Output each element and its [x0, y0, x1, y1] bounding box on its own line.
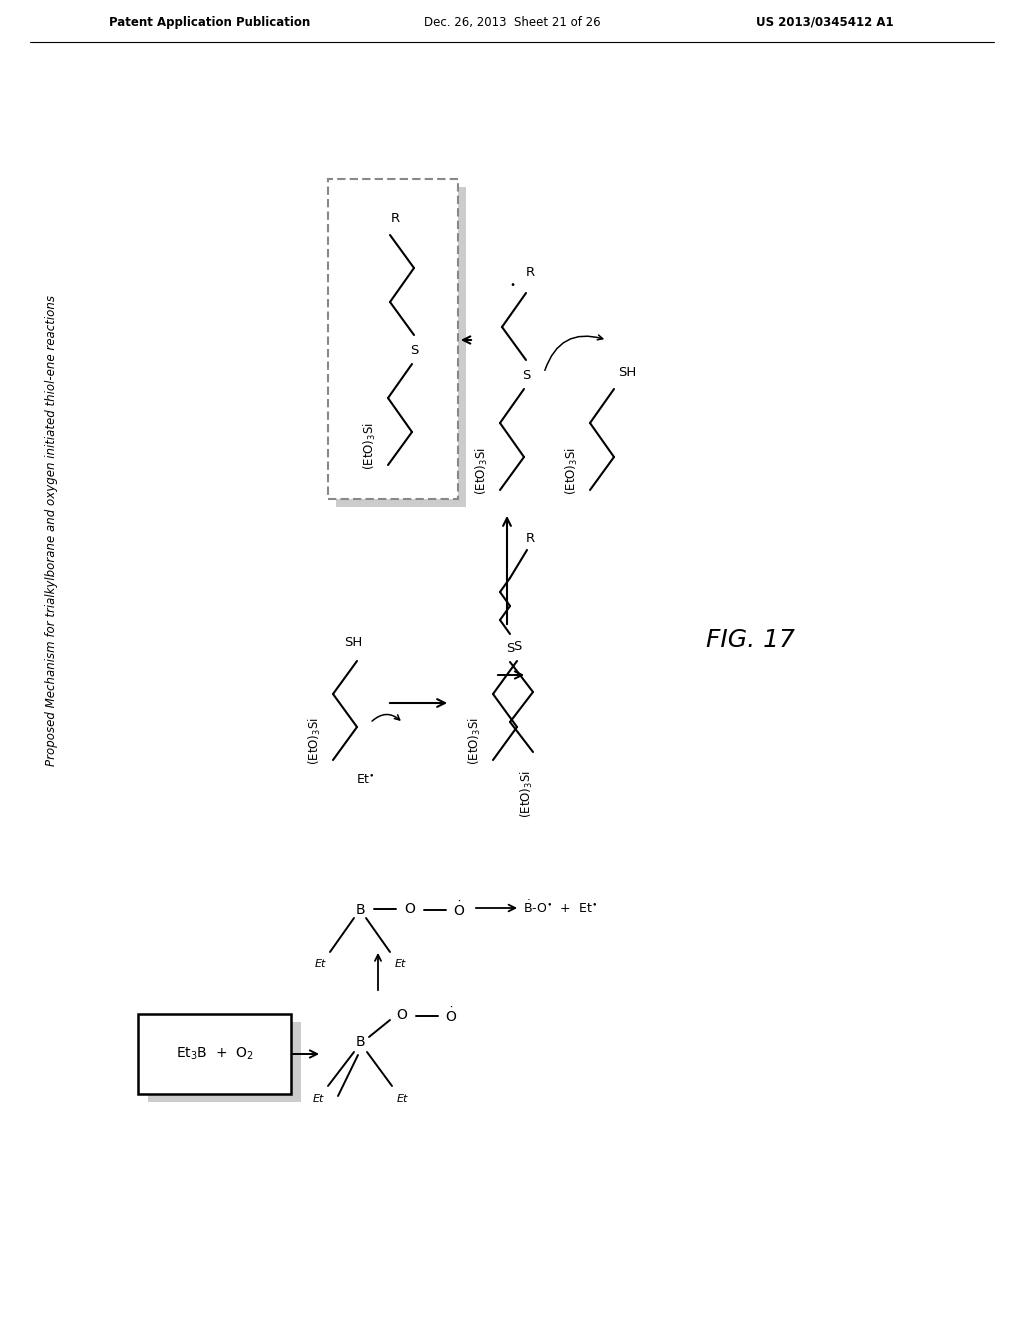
Text: Et: Et	[396, 1094, 408, 1104]
Text: $\mathrm{\dot{B}}$-O$^{\bullet}$  +  Et$^{\bullet}$: $\mathrm{\dot{B}}$-O$^{\bullet}$ + Et$^{…	[523, 900, 597, 916]
Text: SH: SH	[617, 367, 636, 379]
Text: (EtO)$_3$Si: (EtO)$_3$Si	[564, 447, 580, 495]
Text: R: R	[525, 267, 535, 280]
Text: B: B	[355, 1035, 365, 1049]
Text: (EtO)$_3$Si: (EtO)$_3$Si	[361, 422, 378, 470]
Text: R: R	[525, 532, 535, 544]
Text: Dec. 26, 2013  Sheet 21 of 26: Dec. 26, 2013 Sheet 21 of 26	[424, 16, 600, 29]
Text: $\bullet$: $\bullet$	[509, 279, 515, 288]
Text: $\mathrm{Et_3B}$  +  O$_2$: $\mathrm{Et_3B}$ + O$_2$	[175, 1045, 254, 1063]
Text: (EtO)$_3$Si: (EtO)$_3$Si	[519, 770, 536, 818]
Text: US 2013/0345412 A1: US 2013/0345412 A1	[756, 16, 894, 29]
Text: Et: Et	[314, 960, 326, 969]
FancyBboxPatch shape	[148, 1022, 301, 1102]
FancyArrowPatch shape	[545, 335, 603, 371]
Text: SH: SH	[344, 636, 362, 649]
FancyBboxPatch shape	[328, 180, 458, 499]
Text: O: O	[396, 1008, 408, 1022]
FancyArrowPatch shape	[372, 714, 399, 721]
Text: S: S	[513, 640, 521, 653]
Text: O: O	[404, 902, 416, 916]
FancyBboxPatch shape	[138, 1014, 291, 1094]
Text: Patent Application Publication: Patent Application Publication	[110, 16, 310, 29]
FancyBboxPatch shape	[336, 187, 466, 507]
Text: Proposed Mechanism for trialkylborane and oxygen initiated thiol-ene reactions: Proposed Mechanism for trialkylborane an…	[45, 294, 58, 766]
Text: $\dot{\mathrm{O}}$: $\dot{\mathrm{O}}$	[445, 1007, 457, 1026]
Text: Et: Et	[312, 1094, 324, 1104]
Text: $\dot{\mathrm{O}}$: $\dot{\mathrm{O}}$	[453, 900, 465, 919]
Text: Et$^{\bullet}$: Et$^{\bullet}$	[355, 774, 375, 787]
Text: S: S	[410, 343, 418, 356]
Text: S: S	[506, 642, 514, 655]
Text: S: S	[522, 368, 530, 381]
Text: (EtO)$_3$Si: (EtO)$_3$Si	[307, 717, 323, 766]
Text: B: B	[355, 903, 365, 917]
Text: FIG. 17: FIG. 17	[706, 628, 795, 652]
Text: (EtO)$_3$Si: (EtO)$_3$Si	[467, 717, 483, 766]
Text: R: R	[390, 211, 399, 224]
Text: Et: Et	[394, 960, 406, 969]
Text: (EtO)$_3$Si: (EtO)$_3$Si	[474, 447, 490, 495]
